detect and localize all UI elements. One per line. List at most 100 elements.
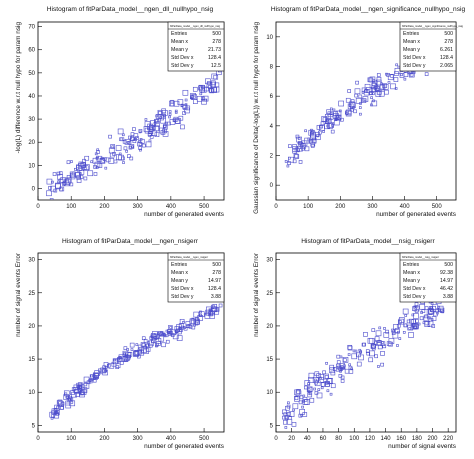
data-point <box>116 358 121 363</box>
data-point <box>162 114 166 118</box>
data-point <box>162 110 168 116</box>
data-point <box>370 344 376 349</box>
data-point <box>294 396 299 401</box>
data-point <box>370 96 373 99</box>
data-point <box>292 159 297 164</box>
data-point <box>366 351 371 356</box>
data-point <box>92 157 99 164</box>
data-point <box>175 329 178 333</box>
data-point <box>417 322 421 326</box>
data-point <box>184 98 188 102</box>
data-point <box>196 95 203 102</box>
data-point <box>110 144 115 149</box>
stats-value: 128.4 <box>208 55 221 61</box>
data-point <box>55 182 61 189</box>
data-point <box>317 388 321 391</box>
data-point <box>98 368 102 373</box>
data-point <box>51 180 54 184</box>
x-axis-label: number of signal events <box>388 443 456 450</box>
stats-value: 278 <box>444 39 453 45</box>
data-point <box>356 352 361 358</box>
data-point <box>340 117 344 122</box>
data-point <box>391 331 396 335</box>
y-tick-label: 20 <box>28 324 35 330</box>
data-point <box>419 303 426 310</box>
data-point <box>209 88 215 94</box>
data-point <box>383 332 390 338</box>
y-tick-label: 10 <box>266 35 273 41</box>
data-point <box>297 141 301 145</box>
y-tick-label: 5 <box>32 423 36 429</box>
stats-key: Entries <box>171 31 188 37</box>
data-point <box>144 121 151 127</box>
data-point <box>199 86 206 93</box>
data-point <box>59 187 63 192</box>
data-point <box>173 100 180 107</box>
data-point <box>190 97 194 100</box>
data-point <box>372 92 375 96</box>
x-axis-label: number of generated events <box>376 211 456 218</box>
y-tick-label: 30 <box>28 117 35 123</box>
stats-key: Mean x <box>171 270 188 276</box>
data-point <box>323 373 329 380</box>
data-point <box>172 118 177 123</box>
data-point <box>382 83 387 88</box>
x-tick-label: 120 <box>365 436 376 442</box>
stats-value: 3.88 <box>443 294 453 300</box>
data-point <box>321 116 328 122</box>
data-point <box>63 390 70 397</box>
data-point <box>342 357 349 363</box>
x-tick-label: 100 <box>66 436 77 442</box>
data-point <box>399 317 405 323</box>
data-point <box>199 92 203 96</box>
data-point <box>298 141 302 145</box>
stats-key: Entries <box>171 262 188 268</box>
data-point <box>158 111 162 115</box>
data-point <box>358 354 364 361</box>
data-point <box>429 307 433 311</box>
data-point <box>284 426 288 429</box>
data-point <box>75 172 81 178</box>
data-point <box>304 146 310 152</box>
data-point <box>147 341 151 345</box>
data-point <box>421 309 426 313</box>
data-point <box>363 98 367 102</box>
data-point <box>115 363 121 369</box>
data-point <box>74 167 77 171</box>
x-tick-label: 40 <box>304 436 311 442</box>
stats-key: Std Dev x <box>171 286 194 292</box>
data-point <box>125 353 128 357</box>
data-point <box>387 74 394 81</box>
stats-name: fitParData_model__ngen_significance_null… <box>402 24 464 28</box>
data-point <box>70 390 75 395</box>
y-axis-label: number of signal events Error <box>15 252 22 337</box>
data-point <box>362 342 366 347</box>
stats-key: Std Dev x <box>403 55 426 61</box>
data-point <box>332 113 339 119</box>
stats-frame <box>399 21 457 72</box>
data-point <box>142 143 146 148</box>
data-point <box>356 361 362 367</box>
data-point <box>412 306 417 311</box>
stats-value: 12.5 <box>211 63 221 69</box>
data-point <box>122 161 125 164</box>
data-point <box>427 320 434 327</box>
data-point <box>137 141 142 147</box>
data-point <box>167 121 171 126</box>
data-point <box>218 303 223 308</box>
data-point <box>287 412 291 416</box>
data-point <box>200 87 207 93</box>
data-point <box>340 375 345 380</box>
data-point <box>106 363 111 368</box>
chart-panel-1: Histogram of fitParData_model__ngen_dll_… <box>15 6 225 218</box>
y-tick-label: 50 <box>28 71 35 77</box>
y-tick-label: 30 <box>28 258 35 264</box>
x-tick-label: 300 <box>133 436 144 442</box>
data-point <box>149 135 154 139</box>
data-point <box>155 114 159 118</box>
y-tick-label: 25 <box>28 291 35 297</box>
data-point <box>93 165 97 169</box>
data-point <box>208 311 213 317</box>
data-point <box>130 145 134 149</box>
stats-value: 500 <box>444 31 453 37</box>
